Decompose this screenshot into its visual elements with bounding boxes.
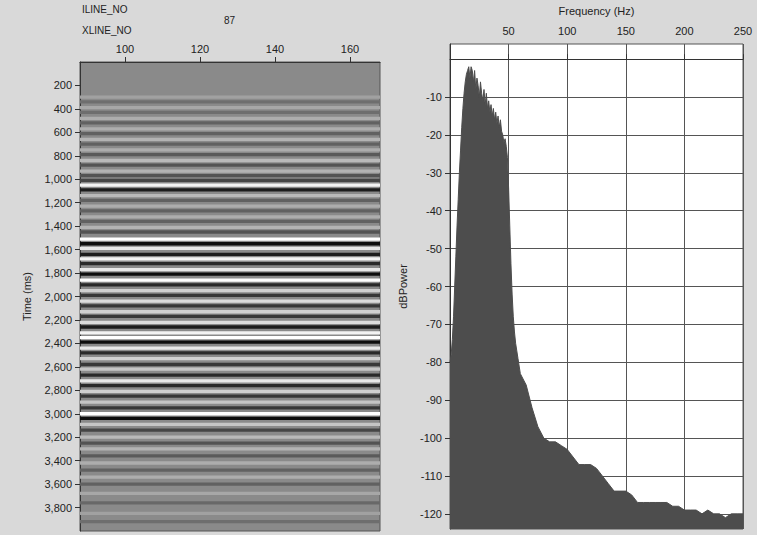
- svg-text:-80: -80: [426, 356, 442, 368]
- svg-text:100: 100: [558, 25, 576, 37]
- svg-text:Time (ms): Time (ms): [21, 272, 33, 321]
- svg-text:400: 400: [54, 103, 72, 115]
- svg-text:600: 600: [54, 126, 72, 138]
- svg-text:2,200: 2,200: [44, 314, 72, 326]
- svg-text:3,000: 3,000: [44, 408, 72, 420]
- svg-text:100: 100: [116, 43, 134, 55]
- svg-text:2,000: 2,000: [44, 291, 72, 303]
- svg-text:-10: -10: [426, 91, 442, 103]
- svg-text:-90: -90: [426, 394, 442, 406]
- svg-text:XLINE_NO: XLINE_NO: [82, 25, 132, 36]
- svg-text:1,200: 1,200: [44, 197, 72, 209]
- svg-text:-110: -110: [421, 470, 442, 482]
- svg-text:200: 200: [54, 79, 72, 91]
- svg-text:-20: -20: [426, 129, 442, 141]
- svg-text:200: 200: [675, 25, 693, 37]
- svg-text:-60: -60: [426, 281, 442, 293]
- svg-text:150: 150: [617, 25, 635, 37]
- svg-text:1,800: 1,800: [44, 267, 72, 279]
- svg-text:-40: -40: [426, 205, 442, 217]
- svg-text:800: 800: [54, 150, 72, 162]
- svg-text:3,200: 3,200: [44, 431, 72, 443]
- svg-text:1,600: 1,600: [44, 244, 72, 256]
- svg-text:-100: -100: [420, 432, 442, 444]
- svg-text:dBPower: dBPower: [397, 264, 409, 309]
- svg-text:Frequency (Hz): Frequency (Hz): [559, 5, 635, 17]
- svg-text:2,400: 2,400: [44, 337, 72, 349]
- svg-text:160: 160: [341, 43, 359, 55]
- svg-text:120: 120: [191, 43, 209, 55]
- svg-text:140: 140: [266, 43, 284, 55]
- svg-text:2,600: 2,600: [44, 361, 72, 373]
- svg-text:2,800: 2,800: [44, 384, 72, 396]
- svg-text:-50: -50: [426, 243, 442, 255]
- svg-text:3,600: 3,600: [44, 478, 72, 490]
- svg-text:1,000: 1,000: [44, 173, 72, 185]
- svg-text:250: 250: [734, 25, 752, 37]
- svg-text:ILINE_NO: ILINE_NO: [82, 4, 128, 15]
- svg-text:-30: -30: [426, 167, 442, 179]
- svg-text:87: 87: [224, 15, 236, 26]
- svg-text:50: 50: [502, 25, 514, 37]
- svg-text:3,400: 3,400: [44, 455, 72, 467]
- svg-text:1,400: 1,400: [44, 220, 72, 232]
- svg-text:-70: -70: [426, 318, 442, 330]
- svg-text:-120: -120: [420, 508, 442, 520]
- svg-text:3,800: 3,800: [44, 502, 72, 514]
